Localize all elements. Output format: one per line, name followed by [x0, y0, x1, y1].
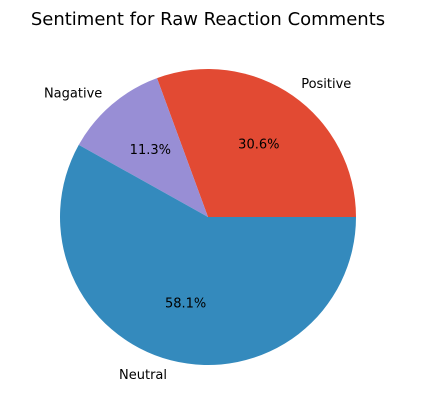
- slice-label-nagative: Nagative: [44, 87, 102, 102]
- chart-title: Sentiment for Raw Reaction Comments: [31, 9, 385, 30]
- pct-label-nagative: 11.3%: [130, 143, 171, 158]
- pct-label-neutral: 58.1%: [165, 296, 206, 311]
- pct-label-positive: 30.6%: [238, 138, 279, 153]
- pie-slices: [60, 69, 356, 365]
- slice-label-neutral: Neutral: [119, 368, 167, 383]
- slice-label-positive: Positive: [301, 77, 351, 92]
